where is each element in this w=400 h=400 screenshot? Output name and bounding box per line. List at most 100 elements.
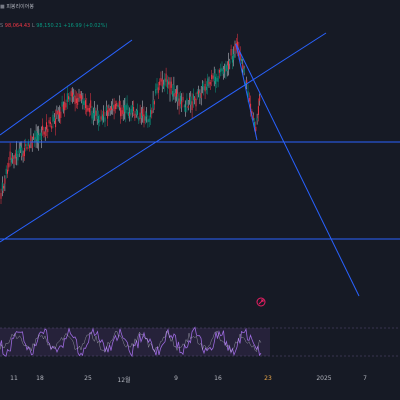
- candle-body: [34, 137, 36, 142]
- time-axis-label: 25: [84, 375, 92, 382]
- candle-body: [189, 97, 190, 100]
- oscillator-line: [0, 326, 262, 358]
- candle-body: [72, 92, 73, 97]
- candle-body: [191, 101, 193, 110]
- candle-body: [111, 106, 112, 110]
- candle-body: [51, 125, 53, 129]
- candle-body: [190, 96, 192, 105]
- candle-body: [187, 105, 189, 109]
- candle-body: [96, 110, 98, 120]
- candle-body: [109, 108, 111, 111]
- bid-price: 98,064.43: [4, 23, 31, 29]
- trendlines-group: [0, 32, 400, 297]
- candle-body: [48, 120, 50, 124]
- candle-body: [29, 145, 31, 148]
- candle-body: [66, 93, 68, 103]
- candle-body: [239, 52, 241, 61]
- candle-body: [186, 98, 188, 105]
- candle-body: [230, 49, 232, 56]
- candle-body: [35, 130, 37, 140]
- candle-body: [202, 83, 203, 88]
- candle-body: [204, 83, 206, 92]
- candle-body: [196, 91, 198, 94]
- candle-body: [26, 146, 28, 150]
- candle-body: [247, 91, 249, 99]
- candles-group: [0, 33, 261, 205]
- candle-body: [126, 103, 128, 110]
- candle-body: [105, 106, 107, 111]
- candle-body: [131, 104, 133, 113]
- candle-body: [10, 157, 12, 163]
- candle-body: [38, 134, 40, 144]
- candle-body: [33, 136, 34, 139]
- candle-body: [176, 89, 177, 97]
- candle-body: [5, 168, 7, 174]
- descending-wedge-line[interactable]: [235, 43, 258, 141]
- candle-body: [16, 149, 18, 157]
- symbol-title-row: ■ 피봉리이어봉: [0, 3, 34, 10]
- candle-body: [62, 104, 64, 110]
- candle-body: [12, 156, 14, 160]
- candle-body: [21, 147, 23, 156]
- time-axis-label: 11: [10, 375, 18, 382]
- candle-body: [207, 78, 209, 87]
- candle-body: [100, 116, 102, 120]
- candle-body: [151, 110, 153, 115]
- candle-body: [228, 61, 229, 70]
- candle-body: [148, 118, 150, 122]
- candle-body: [108, 107, 110, 113]
- alert-marker-icon[interactable]: [256, 297, 266, 307]
- candle-body: [78, 93, 80, 98]
- candle-body: [86, 105, 88, 112]
- candle-body: [47, 128, 49, 133]
- ask-price: 98,150.21: [36, 23, 62, 29]
- candle-body: [7, 169, 8, 174]
- candle-body: [221, 67, 223, 71]
- candle-body: [91, 110, 93, 119]
- candle-body: [20, 145, 21, 151]
- candle-body: [192, 94, 194, 101]
- candle-body: [94, 107, 96, 116]
- candle-body: [252, 115, 254, 119]
- candle-body: [200, 92, 202, 99]
- upper-channel-line[interactable]: [0, 39, 133, 136]
- descending-projection-line[interactable]: [235, 43, 360, 297]
- candle-body: [163, 84, 164, 88]
- candle-body: [137, 110, 138, 116]
- candle-body: [55, 118, 57, 128]
- oscillator-pane[interactable]: [0, 316, 400, 368]
- candle-body: [169, 84, 171, 94]
- candle-body: [112, 104, 114, 109]
- candle-body: [121, 110, 123, 116]
- candle-body: [69, 97, 71, 101]
- candle-body: [56, 110, 58, 115]
- candle-body: [125, 105, 127, 114]
- symbol-title[interactable]: 피봉리이어봉: [6, 4, 34, 10]
- ascending-trendline[interactable]: [0, 32, 327, 243]
- candle-body: [113, 105, 115, 112]
- candle-body: [159, 81, 161, 86]
- oscillator-signal-line: [0, 330, 262, 353]
- candle-body: [43, 131, 45, 135]
- candle-body: [144, 116, 146, 121]
- price-pane[interactable]: [0, 0, 400, 310]
- candle-body: [49, 121, 51, 125]
- candle-body: [135, 110, 137, 115]
- candle-body: [259, 95, 261, 101]
- candle-body: [120, 107, 122, 117]
- candle-body: [82, 99, 84, 105]
- candle-body: [195, 98, 197, 107]
- ohlc-separator: L: [31, 23, 35, 29]
- candle-body: [243, 68, 245, 73]
- candle-body: [255, 126, 257, 131]
- candle-body: [231, 56, 233, 63]
- candle-body: [153, 101, 155, 105]
- candle-body: [209, 81, 211, 85]
- candle-body: [172, 91, 174, 97]
- candle-body: [222, 69, 224, 74]
- time-axis-label: 9: [174, 375, 178, 382]
- candle-body: [139, 112, 141, 120]
- candle-body: [161, 79, 163, 87]
- candle-body: [98, 116, 99, 124]
